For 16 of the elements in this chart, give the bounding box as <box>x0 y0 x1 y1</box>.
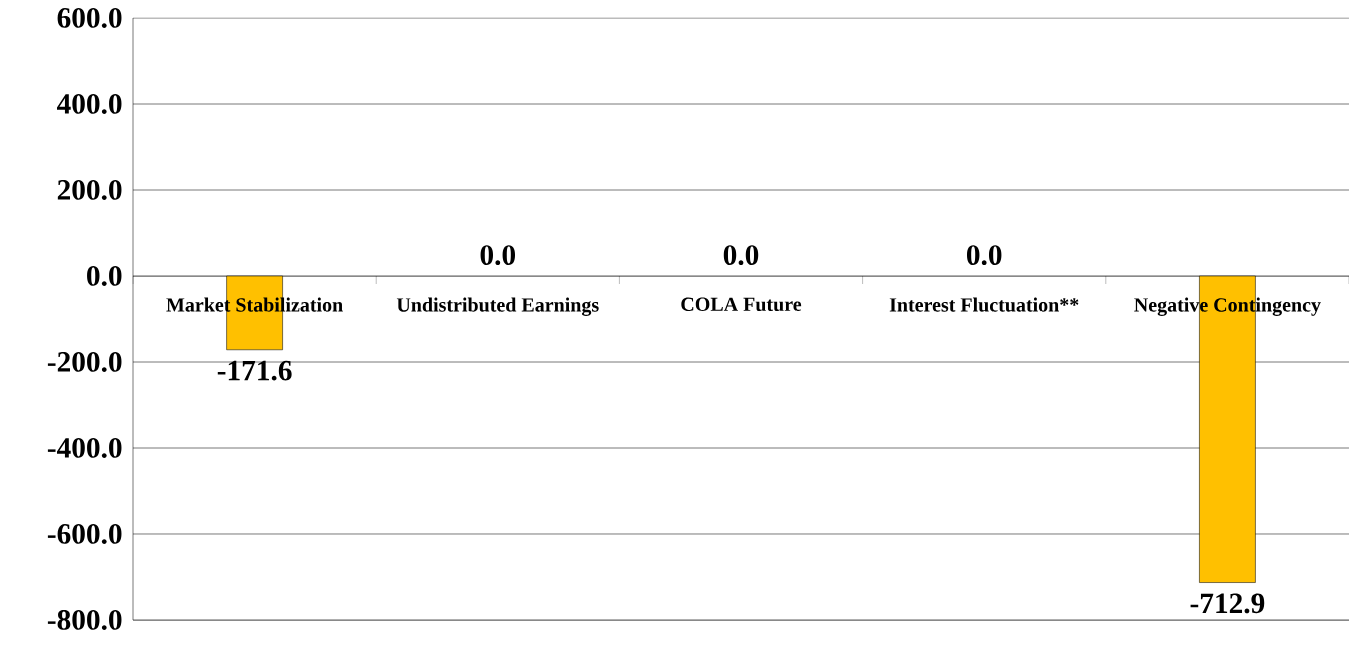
data-label: -712.9 <box>1190 593 1265 614</box>
data-label: 0.0 <box>480 245 516 266</box>
y-tick-label: 600.0 <box>57 8 122 28</box>
y-tick-label: -600.0 <box>47 524 122 544</box>
data-label: -171.6 <box>217 360 292 381</box>
y-tick-label: 0.0 <box>87 266 122 286</box>
x-tick-label: Interest Fluctuation** <box>889 297 1079 312</box>
y-tick-label: 400.0 <box>57 94 122 114</box>
y-tick-label: -800.0 <box>47 610 122 630</box>
y-tick-label: -200.0 <box>47 352 122 372</box>
y-tick-label: -400.0 <box>47 438 122 458</box>
x-tick-label: Undistributed Earnings <box>396 297 599 316</box>
x-tick-label: COLA Future <box>681 297 802 312</box>
data-label: 0.0 <box>723 245 759 266</box>
data-label: 0.0 <box>966 245 1002 266</box>
y-tick-label: 200.0 <box>57 180 122 200</box>
